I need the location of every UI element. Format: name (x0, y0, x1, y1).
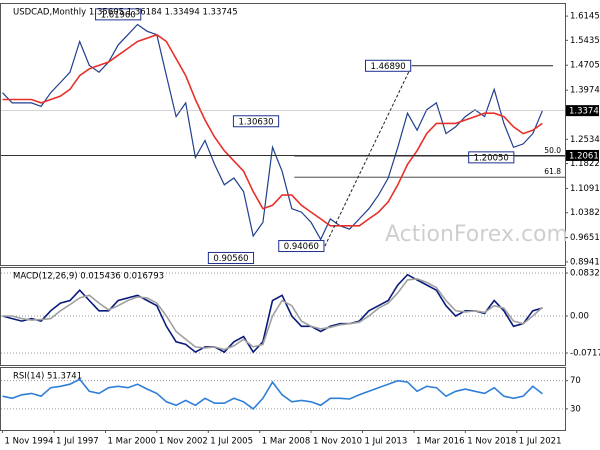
y-tick-label: 1.39745 (570, 86, 600, 96)
y-tick-label: 70 (570, 376, 581, 386)
y-tick-label: -0.071752 (570, 349, 600, 359)
y-tick-label: 1.18225 (570, 159, 600, 169)
x-tick-label: 1 Mar 2008 (262, 437, 310, 447)
annotation-label: 1.61960 (101, 10, 136, 20)
x-tick-label: 1 Mar 2000 (108, 437, 156, 447)
y-tick-label: 1.54350 (570, 36, 600, 46)
y-tick-label: 1.61450 (570, 12, 600, 22)
annotation-label: 0.94060 (284, 242, 319, 252)
annotation-label: 1.20050 (474, 153, 509, 163)
price-label: 1.20610 (569, 151, 600, 161)
y-tick-label: 1.47050 (570, 61, 600, 71)
fib-label: 61.8 (544, 167, 561, 176)
annotation-box (207, 251, 255, 264)
y-tick-label: 0.083235 (570, 269, 600, 279)
annotation-label: 1.46890 (371, 62, 406, 72)
x-tick-label: 1 Jul 2005 (210, 437, 253, 447)
y-tick-label: 0.96515 (570, 233, 600, 243)
annotation-box (365, 59, 412, 72)
x-tick-label: 1 Jul 1997 (56, 437, 99, 447)
y-tick-label: 0.00 (570, 311, 589, 321)
y-tick-label: 1.10915 (570, 184, 600, 194)
x-tick-label: 1 Nov 2002 (159, 437, 208, 447)
watermark: ActionForex.com (385, 222, 568, 247)
panel-frame (0, 367, 566, 431)
x-tick-label: 1 Jul 2021 (519, 437, 562, 447)
x-tick-label: 1 Nov 1994 (5, 437, 54, 447)
y-tick-label: 30 (570, 404, 581, 414)
panel-title: USDCAD,Monthly 1.35605 1.36184 1.33494 1… (13, 8, 238, 18)
panel-frame (0, 267, 566, 366)
price-box (566, 149, 599, 161)
annotation-box (232, 115, 280, 128)
annotation-label: 1.30630 (238, 117, 273, 127)
price-box (566, 105, 599, 117)
series-line (2, 23, 543, 241)
fib-label: 50.0 (544, 146, 561, 155)
series-line (2, 33, 543, 227)
series-line (2, 273, 543, 354)
x-tick-label: 1 Nov 2010 (313, 437, 362, 447)
series-line (2, 378, 543, 410)
series-line (2, 277, 543, 351)
annotation-label: 0.90560 (213, 254, 248, 264)
annotation-box (278, 240, 325, 253)
x-tick-label: 1 Mar 2016 (416, 437, 464, 447)
x-tick-label: 1 Nov 2018 (467, 437, 516, 447)
annotation-box (468, 151, 515, 164)
x-tick-label: 1 Jul 2013 (365, 437, 408, 447)
annotation-box (95, 8, 142, 21)
panel-frame (0, 3, 566, 266)
price-label: 1.33745 (569, 107, 600, 117)
y-tick-label: 1.25340 (570, 135, 600, 145)
panel-title: RSI(14) 51.3741 (13, 372, 82, 382)
panel-title: MACD(12,26,9) 0.015436 0.016793 (13, 272, 164, 282)
